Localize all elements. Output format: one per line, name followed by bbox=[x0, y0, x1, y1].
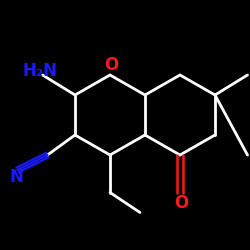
Text: O: O bbox=[174, 194, 188, 212]
Text: O: O bbox=[104, 56, 118, 74]
Text: H₂N: H₂N bbox=[22, 62, 58, 80]
Text: N: N bbox=[9, 168, 23, 186]
